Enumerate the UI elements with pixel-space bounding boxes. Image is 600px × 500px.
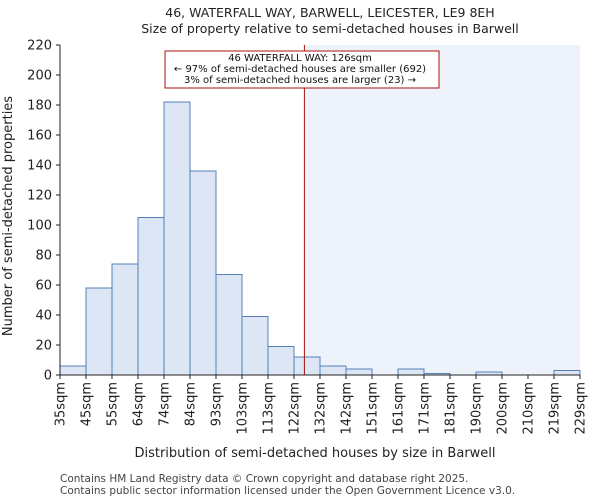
x-tick-label: 229sqm (574, 382, 589, 435)
annotation-line-3: 3% of semi-detached houses are larger (2… (184, 75, 416, 86)
bar-74sqm (163, 101, 191, 376)
bar-132sqm (319, 365, 347, 376)
y-tick-label: 200 (27, 69, 52, 84)
y-axis-label: Number of semi-detached properties (1, 96, 16, 336)
x-tick-label: 171sqm (418, 382, 433, 435)
x-tick-label: 84sqm (184, 382, 199, 426)
x-tick-label: 132sqm (314, 382, 329, 435)
x-tick-label: 45sqm (80, 382, 95, 426)
annotation-box: 46 WATERFALL WAY: 126sqm ← 97% of semi-d… (164, 50, 440, 89)
y-ticks-group: 0 20 40 60 80 100 120 140 160 180 200 220 (27, 39, 60, 384)
x-tick-label: 200sqm (496, 382, 511, 435)
x-tick-label: 151sqm (366, 382, 381, 435)
bars-group (59, 101, 581, 376)
y-tick-label: 220 (27, 39, 52, 54)
x-tick-label: 122sqm (288, 382, 303, 435)
y-tick-label: 40 (35, 309, 52, 324)
x-ticks-group: 35sqm 45sqm 55sqm 64sqm 74sqm 84sqm 93sqm 103sq… (54, 375, 589, 435)
x-tick-label: 142sqm (340, 382, 355, 435)
bar-219sqm (553, 370, 581, 376)
footer-line-2: Contains public sector information licen… (60, 485, 515, 497)
bar-45sqm (85, 287, 113, 376)
x-tick-label: 181sqm (444, 382, 459, 435)
y-tick-label: 20 (35, 339, 52, 354)
bar-113sqm (267, 346, 295, 376)
x-tick-label: 103sqm (236, 382, 251, 435)
x-tick-label: 113sqm (262, 382, 277, 435)
x-tick-label: 219sqm (548, 382, 563, 435)
annotation-frame (164, 50, 440, 89)
y-tick-label: 0 (44, 369, 52, 384)
x-tick-label: 64sqm (132, 382, 147, 426)
y-tick-label: 180 (27, 99, 52, 114)
x-tick-label: 35sqm (54, 382, 69, 426)
y-tick-label: 120 (27, 189, 52, 204)
x-tick-label: 210sqm (522, 382, 537, 435)
x-tick-label: 55sqm (106, 382, 121, 426)
y-tick-label: 100 (27, 219, 52, 234)
x-tick-label: 93sqm (210, 382, 225, 426)
footer-line-1: Contains HM Land Registry data © Crown c… (60, 473, 468, 485)
chart-subtitle: Size of property relative to semi-detach… (141, 21, 519, 36)
larger-region-highlight (304, 45, 580, 375)
bar-161sqm (397, 368, 425, 376)
bar-84sqm (189, 170, 217, 376)
annotation-line-1: 46 WATERFALL WAY: 126sqm (228, 53, 372, 64)
y-tick-label: 60 (35, 279, 52, 294)
bar-93sqm (215, 274, 243, 376)
annotation-line-2: ← 97% of semi-detached houses are smalle… (174, 64, 426, 75)
y-tick-label: 160 (27, 129, 52, 144)
bar-103sqm (241, 316, 269, 376)
x-axis-label: Distribution of semi-detached houses by … (134, 446, 495, 461)
x-tick-label: 190sqm (470, 382, 485, 435)
x-tick-label: 74sqm (158, 382, 173, 426)
bar-64sqm (137, 217, 165, 376)
x-tick-label: 161sqm (392, 382, 407, 435)
bar-122sqm (293, 356, 321, 376)
bar-35sqm (59, 365, 87, 376)
bar-55sqm (111, 263, 139, 376)
chart-title: 46, WATERFALL WAY, BARWELL, LEICESTER, L… (165, 5, 494, 20)
bar-142sqm (345, 368, 373, 376)
y-tick-label: 80 (35, 249, 52, 264)
y-tick-label: 140 (27, 159, 52, 174)
